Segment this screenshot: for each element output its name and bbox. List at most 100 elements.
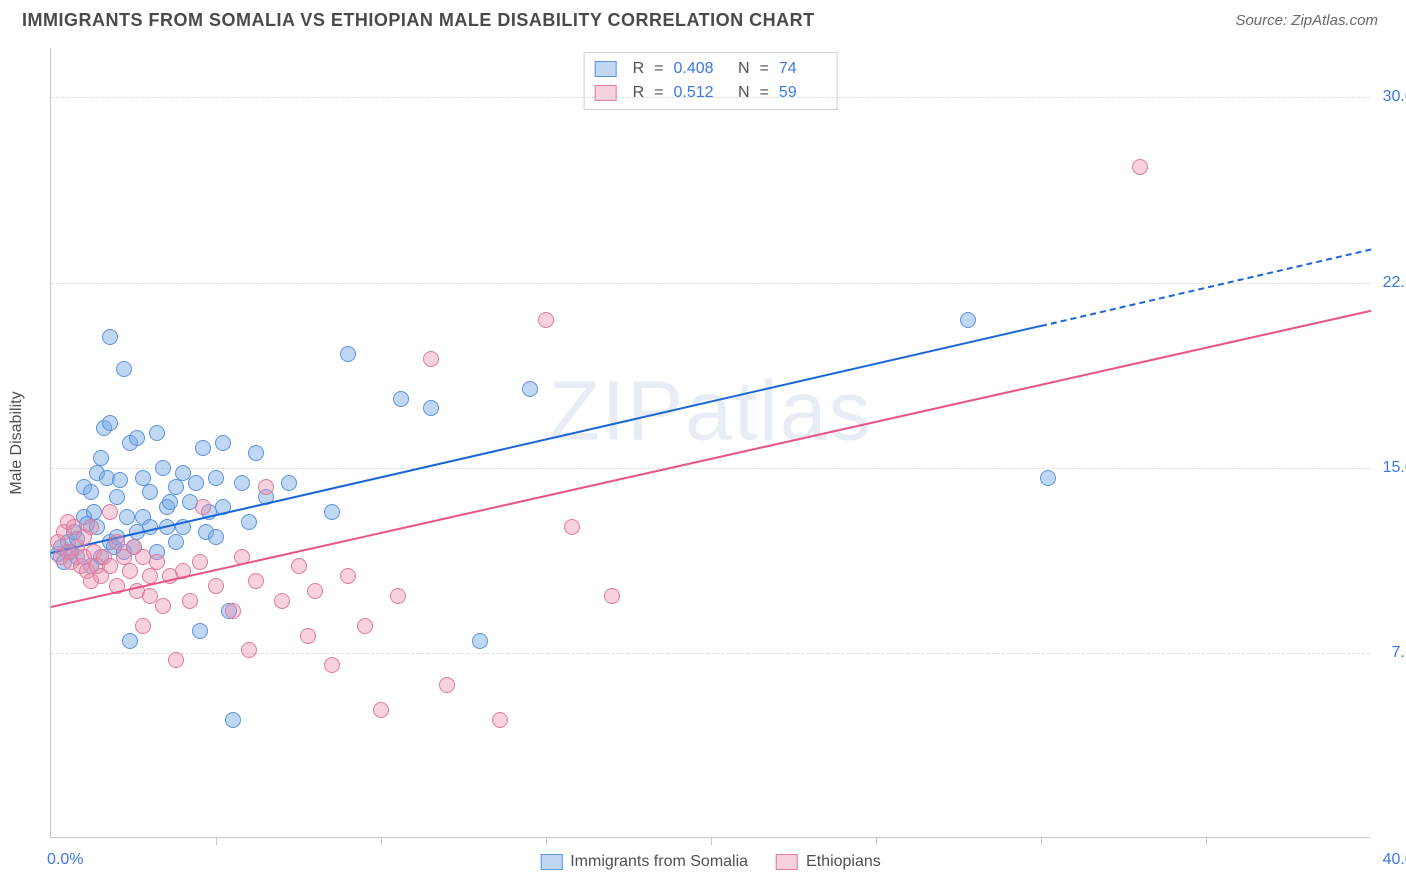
data-point bbox=[281, 475, 297, 491]
data-point bbox=[241, 514, 257, 530]
legend-label-somalia: Immigrants from Somalia bbox=[570, 853, 748, 871]
legend-item-ethiopians: Ethiopians bbox=[776, 853, 881, 871]
data-point bbox=[109, 489, 125, 505]
data-point bbox=[135, 470, 151, 486]
y-tick-label: 30.0% bbox=[1383, 88, 1406, 106]
stats-row-1: R=0.512 N=59 bbox=[594, 81, 827, 105]
gridline bbox=[51, 97, 1370, 98]
data-point bbox=[248, 573, 264, 589]
data-point bbox=[195, 499, 211, 515]
stats-legend: R=0.408 N=74 R=0.512 N=59 bbox=[583, 52, 838, 110]
data-point bbox=[215, 435, 231, 451]
swatch-ethiopians bbox=[594, 85, 616, 101]
data-point bbox=[248, 445, 264, 461]
data-point bbox=[340, 568, 356, 584]
data-point bbox=[357, 618, 373, 634]
x-tick bbox=[711, 837, 712, 845]
data-point bbox=[83, 519, 99, 535]
data-point bbox=[390, 588, 406, 604]
x-tick bbox=[546, 837, 547, 845]
data-point bbox=[119, 509, 135, 525]
data-point bbox=[300, 628, 316, 644]
swatch-somalia-bottom bbox=[540, 854, 562, 870]
watermark: ZIPatlas bbox=[548, 362, 872, 459]
data-point bbox=[291, 558, 307, 574]
data-point bbox=[1132, 159, 1148, 175]
data-point bbox=[122, 633, 138, 649]
x-tick bbox=[876, 837, 877, 845]
data-point bbox=[274, 593, 290, 609]
gridline bbox=[51, 283, 1370, 284]
data-point bbox=[393, 391, 409, 407]
data-point bbox=[86, 504, 102, 520]
stats-row-0: R=0.408 N=74 bbox=[594, 57, 827, 81]
data-point bbox=[225, 603, 241, 619]
data-point bbox=[208, 470, 224, 486]
data-point bbox=[522, 381, 538, 397]
data-point bbox=[195, 440, 211, 456]
data-point bbox=[439, 677, 455, 693]
y-tick-label: 7.5% bbox=[1392, 644, 1406, 662]
data-point bbox=[564, 519, 580, 535]
data-point bbox=[188, 475, 204, 491]
data-point bbox=[155, 460, 171, 476]
data-point bbox=[129, 430, 145, 446]
legend-item-somalia: Immigrants from Somalia bbox=[540, 853, 748, 871]
data-point bbox=[112, 472, 128, 488]
data-point bbox=[182, 593, 198, 609]
trend-line bbox=[51, 310, 1371, 608]
data-point bbox=[225, 712, 241, 728]
data-point bbox=[960, 312, 976, 328]
x-tick bbox=[1041, 837, 1042, 845]
gridline bbox=[51, 468, 1370, 469]
scatter-chart: Male Disability ZIPatlas R=0.408 N=74 R=… bbox=[50, 48, 1370, 838]
data-point bbox=[423, 400, 439, 416]
x-axis-min-label: 0.0% bbox=[47, 851, 83, 869]
swatch-ethiopians-bottom bbox=[776, 854, 798, 870]
data-point bbox=[149, 554, 165, 570]
data-point bbox=[122, 563, 138, 579]
data-point bbox=[538, 312, 554, 328]
data-point bbox=[149, 425, 165, 441]
data-point bbox=[142, 484, 158, 500]
data-point bbox=[83, 484, 99, 500]
data-point bbox=[102, 329, 118, 345]
data-point bbox=[307, 583, 323, 599]
x-tick bbox=[381, 837, 382, 845]
data-point bbox=[135, 618, 151, 634]
data-point bbox=[192, 554, 208, 570]
data-point bbox=[373, 702, 389, 718]
data-point bbox=[492, 712, 508, 728]
data-point bbox=[155, 598, 171, 614]
data-point bbox=[102, 504, 118, 520]
data-point bbox=[340, 346, 356, 362]
data-point bbox=[116, 361, 132, 377]
trend-line bbox=[51, 325, 1041, 554]
data-point bbox=[168, 652, 184, 668]
data-point bbox=[472, 633, 488, 649]
data-point bbox=[324, 504, 340, 520]
data-point bbox=[423, 351, 439, 367]
y-tick-label: 22.5% bbox=[1383, 274, 1406, 292]
chart-title: IMMIGRANTS FROM SOMALIA VS ETHIOPIAN MAL… bbox=[22, 10, 815, 31]
data-point bbox=[1040, 470, 1056, 486]
data-point bbox=[168, 479, 184, 495]
data-point bbox=[109, 534, 125, 550]
data-point bbox=[208, 529, 224, 545]
data-point bbox=[162, 494, 178, 510]
chart-source: Source: ZipAtlas.com bbox=[1235, 12, 1378, 29]
data-point bbox=[208, 578, 224, 594]
trend-line-dashed bbox=[1041, 248, 1371, 326]
y-axis-title: Male Disability bbox=[8, 391, 26, 494]
data-point bbox=[241, 642, 257, 658]
data-point bbox=[102, 415, 118, 431]
data-point bbox=[324, 657, 340, 673]
data-point bbox=[93, 450, 109, 466]
x-tick bbox=[216, 837, 217, 845]
bottom-legend: Immigrants from Somalia Ethiopians bbox=[540, 853, 881, 871]
data-point bbox=[234, 475, 250, 491]
data-point bbox=[192, 623, 208, 639]
data-point bbox=[168, 534, 184, 550]
x-tick bbox=[1206, 837, 1207, 845]
legend-label-ethiopians: Ethiopians bbox=[806, 853, 881, 871]
